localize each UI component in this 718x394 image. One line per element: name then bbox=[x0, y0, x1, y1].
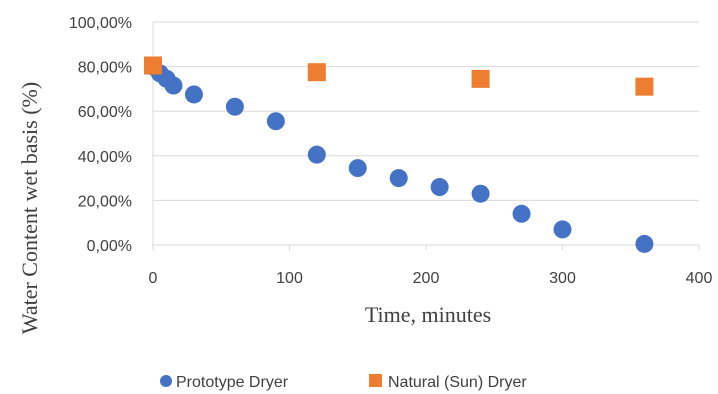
natural-sun-dryer-point bbox=[635, 77, 654, 96]
legend-label-natural-sun-dryer: Natural (Sun) Dryer bbox=[388, 374, 527, 391]
y-tick-label: 40,00% bbox=[78, 149, 132, 166]
y-tick-label: 80,00% bbox=[78, 60, 132, 77]
natural-sun-dryer-point bbox=[307, 63, 326, 82]
legend-marker-circle bbox=[160, 375, 172, 387]
x-tick-label: 400 bbox=[686, 270, 713, 287]
prototype-dryer-point bbox=[225, 97, 244, 116]
legend: Prototype Dryer Natural (Sun) Dryer bbox=[160, 374, 527, 391]
y-tick-label: 20,00% bbox=[78, 193, 132, 210]
x-tick-label: 100 bbox=[276, 270, 303, 287]
legend-item-natural-sun-dryer: Natural (Sun) Dryer bbox=[369, 374, 527, 391]
prototype-dryer-point bbox=[348, 159, 367, 178]
x-axis-title: Time, minutes bbox=[365, 302, 491, 327]
prototype-dryer-point bbox=[512, 204, 531, 223]
x-tick-label: 0 bbox=[149, 270, 158, 287]
legend-item-prototype-dryer: Prototype Dryer bbox=[160, 374, 289, 391]
prototype-dryer-point bbox=[164, 76, 183, 95]
legend-label-prototype-dryer: Prototype Dryer bbox=[176, 374, 289, 391]
y-axis-ticks: 0,00% 20,00% 40,00% 60,00% 80,00% 100,00% bbox=[69, 15, 132, 255]
natural-sun-dryer-point bbox=[144, 56, 162, 75]
prototype-dryer-point bbox=[307, 145, 326, 164]
x-tick-label: 300 bbox=[549, 270, 576, 287]
prototype-dryer-point bbox=[266, 112, 285, 131]
prototype-dryer-point bbox=[471, 184, 490, 203]
y-tick-label: 0,00% bbox=[87, 238, 132, 255]
prototype-dryer-point bbox=[184, 85, 203, 104]
x-axis-ticks: 0 100 200 300 400 bbox=[149, 270, 713, 287]
y-tick-label: 100,00% bbox=[69, 15, 132, 32]
prototype-dryer-point bbox=[430, 178, 449, 197]
prototype-dryer-point bbox=[389, 169, 408, 188]
prototype-dryer-point bbox=[553, 220, 572, 239]
natural-sun-dryer-point bbox=[471, 69, 490, 88]
data-points bbox=[144, 56, 654, 253]
grid-layer bbox=[152, 21, 700, 250]
legend-marker-square bbox=[369, 374, 382, 387]
prototype-dryer-point bbox=[635, 234, 654, 253]
y-axis-title: Water Content wet basis (%) bbox=[17, 82, 42, 334]
x-tick-label: 200 bbox=[413, 270, 440, 287]
y-tick-label: 60,00% bbox=[78, 104, 132, 121]
